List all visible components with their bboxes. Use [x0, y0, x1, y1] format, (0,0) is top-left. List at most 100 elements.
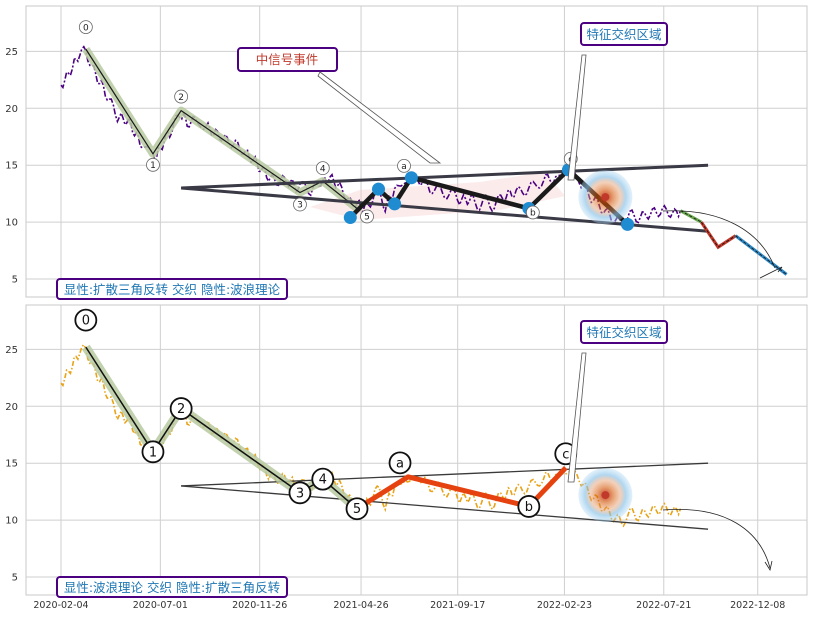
wave-label-circle-5 — [360, 209, 374, 224]
wave-label-circle-3 — [293, 197, 307, 212]
footer-label-bottom: 显性:波浪理论 交织 隐性:扩散三角反转 — [64, 580, 280, 595]
projection-dash-0 — [680, 210, 702, 223]
wave-label-text: 5 — [353, 502, 361, 517]
event-arrow — [317, 71, 442, 164]
wave-label-circle-1 — [146, 157, 160, 172]
wave-label-circle-0 — [74, 308, 98, 332]
bottom-panel: 5 10 15 20 25 0 1 2 34 5 a b c 2020-02-04 2020-07-01… — [5, 304, 808, 611]
top-triangle-lines — [181, 163, 709, 233]
wave-label-text: a — [396, 456, 404, 471]
projection-dash-2 — [735, 235, 787, 275]
top-price-line — [60, 45, 682, 230]
top-hot-zone — [578, 170, 633, 225]
price-path — [60, 45, 682, 230]
x-tick-label: 2021-04-26 — [333, 600, 388, 611]
x-tick-label: 2022-02-23 — [537, 600, 592, 611]
zone-arrow-top — [567, 54, 587, 181]
x-tick-label: 2020-07-01 — [133, 600, 188, 611]
wave-label-circle-3 — [288, 481, 312, 505]
x-tick-label: 2022-07-21 — [636, 600, 691, 611]
wave-label-text: a — [401, 162, 407, 172]
footer-label-top: 显性:扩散三角反转 交织 隐性:波浪理论 — [64, 282, 281, 297]
event-box — [237, 47, 338, 72]
y-tick-label: 10 — [5, 516, 18, 527]
x-tick-label: 2021-09-17 — [430, 600, 485, 611]
y-tick-label: 5 — [12, 275, 18, 286]
swing-point-1 — [371, 182, 385, 196]
bottom-triangle-lines — [181, 462, 709, 530]
bottom-wave-labels: 0 1 2 34 5 a b c — [74, 308, 578, 521]
wave-label-circle-1 — [141, 440, 165, 464]
y-tick-label: 5 — [12, 573, 18, 584]
wave-label-text: 2 — [178, 93, 184, 103]
wave-label-circle-5 — [345, 497, 369, 521]
corrective-wave — [355, 466, 568, 511]
bottom-curved-arrow-head — [764, 560, 773, 572]
x-tick-label: 2022-12-08 — [730, 600, 785, 611]
swing-point-6 — [621, 217, 635, 231]
y-tick-label: 15 — [5, 459, 18, 470]
wave-label-circle-4 — [315, 161, 330, 176]
hot-zone-core — [601, 491, 610, 500]
top-triangle-shade — [310, 172, 565, 220]
triangle-lower-line — [181, 186, 709, 233]
footer-box-top — [56, 278, 288, 300]
top-curved-arrow — [662, 210, 776, 269]
x-tick-label: 2020-11-26 — [232, 600, 287, 611]
bottom-grid — [26, 305, 807, 595]
swing-point-3 — [404, 171, 418, 185]
zone-label-bottom: 特征交织区域 — [586, 325, 661, 340]
wave-label-circle-2 — [174, 89, 189, 104]
bottom-y-axis: 5 10 15 20 25 — [5, 345, 18, 584]
wave-label-circle-2 — [169, 397, 193, 420]
bottom-curved-arrow — [662, 508, 771, 569]
wave-label-text: 4 — [319, 473, 327, 488]
footer-box-bottom — [56, 576, 288, 598]
x-tick-label: 2020-02-04 — [33, 600, 88, 611]
wave-label-circle-b — [525, 205, 540, 220]
wave-label-circle-b — [517, 495, 541, 518]
y-tick-label: 25 — [5, 345, 18, 356]
wave-label-text: 5 — [364, 213, 370, 223]
wave-label-text: b — [530, 209, 536, 219]
top-curved-arrow-head — [759, 266, 783, 279]
y-tick-label: 10 — [5, 218, 18, 229]
wave-label-text: 4 — [320, 164, 326, 174]
x-axis: 2020-02-04 2020-07-01 2020-11-26 2021-04-26… — [33, 600, 785, 611]
zone-arrow-bottom — [567, 352, 587, 483]
y-tick-label: 20 — [5, 402, 18, 413]
projection-dash-1 — [701, 221, 736, 248]
wave-label-text: 1 — [150, 161, 156, 171]
wave-label-text: 1 — [149, 445, 157, 460]
swing-point-0 — [343, 211, 357, 225]
wave-label-text: 2 — [177, 402, 185, 417]
hot-zone-core — [601, 193, 610, 202]
bottom-hot-zone — [578, 468, 633, 523]
zone-label-top: 特征交织区域 — [586, 27, 661, 42]
wave-label-text: 0 — [82, 314, 90, 329]
wave-label-text: 3 — [297, 201, 303, 211]
wave-label-text: c — [562, 447, 569, 462]
top-wave-structure — [82, 46, 360, 212]
wave-label-text: 0 — [83, 23, 89, 33]
y-tick-label: 25 — [5, 47, 18, 58]
wave-label-circle-4 — [311, 467, 335, 491]
y-tick-label: 20 — [5, 104, 18, 115]
wave-label-text: b — [525, 500, 533, 515]
zone-box-bottom — [580, 320, 668, 344]
event-label: 中信号事件 — [256, 52, 319, 67]
zone-box-top — [580, 22, 668, 46]
wave-label-text: 3 — [296, 486, 304, 501]
triangle-upper-line — [181, 163, 709, 190]
wave-label-circle-a — [388, 451, 412, 475]
y-tick-label: 15 — [5, 161, 18, 172]
swing-point-2 — [388, 197, 402, 211]
top-projection — [679, 209, 788, 276]
triangle-lower-line — [181, 485, 709, 530]
top-y-axis: 5 10 15 20 25 — [5, 47, 18, 286]
wave-label-circle-0 — [78, 20, 93, 35]
triangle-upper-line — [181, 462, 709, 487]
wave-label-circle-a — [397, 158, 411, 173]
